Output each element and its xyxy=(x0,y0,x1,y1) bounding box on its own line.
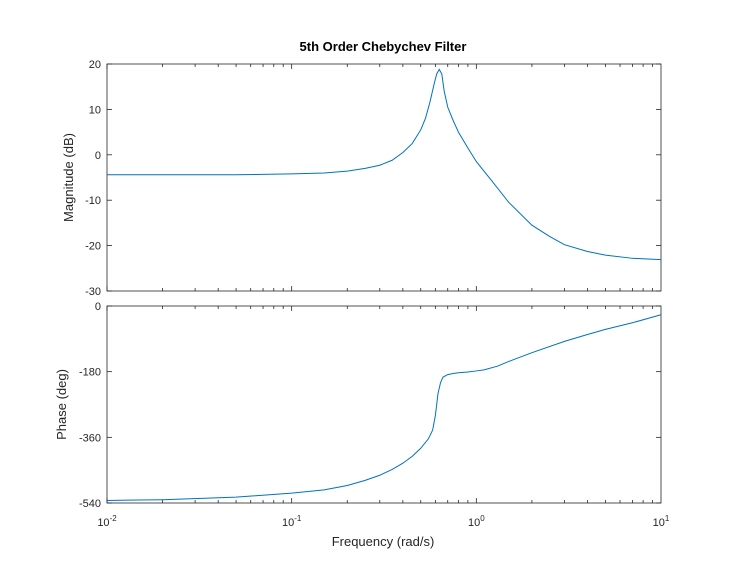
phase-ticks xyxy=(106,305,661,504)
magnitude-y-tick-label: -30 xyxy=(85,286,101,298)
phase-y-tick-label: 0 xyxy=(95,301,101,313)
magnitude-series-line xyxy=(107,68,662,261)
magnitude-y-tick-label: 0 xyxy=(95,150,101,162)
magnitude-panel: 20 10 0 -10 -20 -30 Magnitude (dB) xyxy=(61,59,662,298)
x-tick-label: 101 xyxy=(653,514,670,529)
phase-y-tick-label: -360 xyxy=(79,432,101,444)
phase-y-axis-label: Phase (deg) xyxy=(54,369,69,440)
phase-y-tick-label: -180 xyxy=(79,367,101,379)
x-axis-label: Frequency (rad/s) xyxy=(332,534,435,549)
magnitude-plot-area xyxy=(106,63,662,292)
magnitude-y-axis-label: Magnitude (dB) xyxy=(61,133,76,222)
phase-series-line xyxy=(106,314,662,501)
magnitude-y-tick-label: -10 xyxy=(85,195,101,207)
phase-panel: 0 -180 -360 -540 Phase (deg) xyxy=(54,301,662,510)
magnitude-y-tick-label: 10 xyxy=(89,104,101,116)
phase-y-tick-label: -540 xyxy=(79,498,101,510)
phase-plot-area xyxy=(106,305,662,504)
chart-title: 5th Order Chebychev Filter xyxy=(300,39,467,54)
magnitude-y-tick-labels: 20 10 0 -10 -20 -30 xyxy=(85,59,101,298)
x-tick-label: 100 xyxy=(468,514,485,529)
magnitude-y-tick-label: -20 xyxy=(85,241,101,253)
magnitude-y-tick-label: 20 xyxy=(89,59,101,71)
x-tick-labels: 10-2 10-1 100 101 xyxy=(97,514,670,529)
phase-y-tick-labels: 0 -180 -360 -540 xyxy=(79,301,101,510)
x-tick-label: 10-2 xyxy=(97,514,117,529)
magnitude-ticks xyxy=(106,63,661,292)
x-tick-label: 10-1 xyxy=(282,514,302,529)
